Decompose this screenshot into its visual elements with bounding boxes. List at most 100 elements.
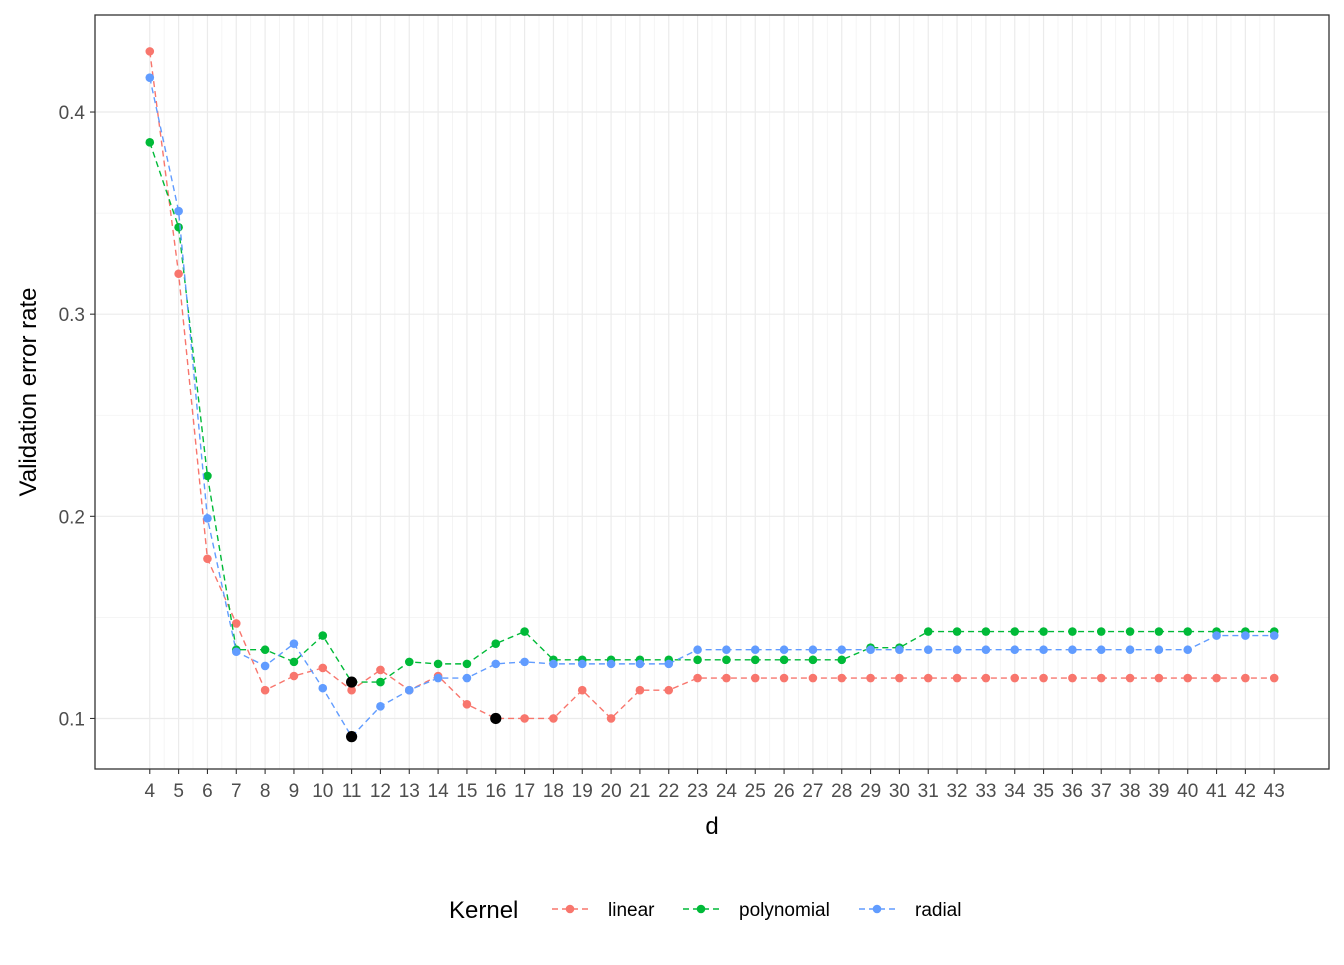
x-tick-label: 6 [202,781,213,802]
data-point-linear [1096,673,1106,683]
data-point-polynomial [404,657,414,667]
legend-label-radial: radial [915,900,961,921]
data-point-linear [1039,673,1048,683]
data-point-radial [549,659,558,669]
data-point-radial [577,659,587,669]
data-point-linear [376,665,385,675]
data-point-linear [1125,673,1135,683]
data-point-radial [404,685,414,695]
x-tick-label: 13 [399,781,420,802]
data-point-radial [606,659,616,669]
data-point-linear [1212,673,1221,683]
data-point-radial [260,661,270,671]
series-line-radial [149,77,1275,738]
x-tick-label: 30 [889,781,910,802]
x-tick-label: 22 [658,781,679,802]
data-point-radial [289,639,299,648]
data-point-polynomial [174,222,183,232]
data-point-linear [174,269,183,279]
data-point-linear [779,673,789,683]
x-tick-label: 34 [1004,781,1026,802]
x-tick-label: 29 [860,781,881,802]
data-point-polynomial [1125,627,1135,636]
data-point-radial [1212,631,1221,640]
data-point-polynomial [952,627,962,636]
x-tick-label: 5 [173,781,184,802]
data-point-radial [722,645,731,655]
data-point-radial [1154,645,1164,655]
data-point-polynomial [808,655,818,665]
x-tick-label: 19 [572,781,593,802]
x-tick-label: 32 [946,781,967,802]
data-point-linear [260,685,270,695]
data-point-radial [866,645,875,655]
data-point-linear [1183,673,1193,683]
data-point-polynomial [1068,627,1077,636]
data-point-linear [750,673,760,683]
y-axis-title: Validation error rate [15,288,42,497]
x-tick-label: 25 [745,781,766,802]
legend-item-polynomial: polynomial [683,900,830,921]
legend-key-point [565,904,575,914]
x-tick-label: 12 [370,781,391,802]
x-tick-label: 20 [601,781,622,802]
x-tick-label: 18 [543,781,564,802]
data-point-radial [981,645,991,655]
data-point-linear [1068,673,1077,683]
data-point-radial [808,645,818,655]
series-radial [145,73,1279,741]
data-point-linear [693,673,702,683]
data-point-polynomial [722,655,731,665]
data-point-polynomial [520,627,529,636]
legend-item-linear: linear [552,900,655,921]
data-point-radial [1096,645,1106,655]
y-tick-label: 0.3 [59,305,85,326]
grid-lines [95,15,1329,769]
axes: 4 5 6 7 8 9 10 11 12 13 14 15 16 17 18 19 20 21 22 23 24 25 26… [59,103,1285,802]
data-point-polynomial [693,655,702,665]
data-point-radial [462,673,472,683]
data-point-polynomial [203,471,212,481]
x-tick-label: 37 [1091,781,1112,802]
minimum-point-polynomial [346,676,358,688]
data-point-radial [1241,631,1250,640]
legend-key-point [872,904,882,914]
data-point-radial [952,645,962,655]
data-point-polynomial [433,659,443,669]
data-point-radial [376,702,385,711]
x-tick-label: 24 [716,781,738,802]
x-tick-label: 31 [918,781,939,802]
data-point-polynomial [981,627,991,636]
data-point-radial [491,659,501,669]
data-point-radial [145,73,155,82]
data-point-radial [1010,645,1020,655]
x-tick-label: 42 [1235,781,1256,802]
x-tick-label: 15 [456,781,477,802]
series-layer [145,47,1279,741]
legend-title: Kernel [449,897,518,924]
y-tick-label: 0.1 [59,709,85,730]
data-point-linear [203,554,212,564]
x-tick-label: 23 [687,781,708,802]
data-point-linear [347,685,356,695]
data-point-polynomial [923,627,933,636]
data-point-radial [635,659,645,669]
data-point-polynomial [376,677,385,687]
data-point-polynomial [837,655,847,665]
legend-item-radial: radial [859,900,961,921]
legend: Kernel linear polynomial radial [449,897,961,924]
data-point-radial [433,673,443,683]
data-point-radial [318,683,328,693]
minimum-point-radial [346,731,358,743]
x-tick-label: 27 [802,781,823,802]
x-tick-label: 17 [514,781,535,802]
data-point-linear [145,47,155,56]
data-point-linear [895,673,904,683]
series-line-polynomial [149,142,1275,683]
x-tick-label: 9 [289,781,300,802]
data-point-linear [866,673,875,683]
data-point-radial [923,645,933,655]
x-tick-label: 11 [342,781,362,802]
x-axis-title: d [705,813,718,840]
